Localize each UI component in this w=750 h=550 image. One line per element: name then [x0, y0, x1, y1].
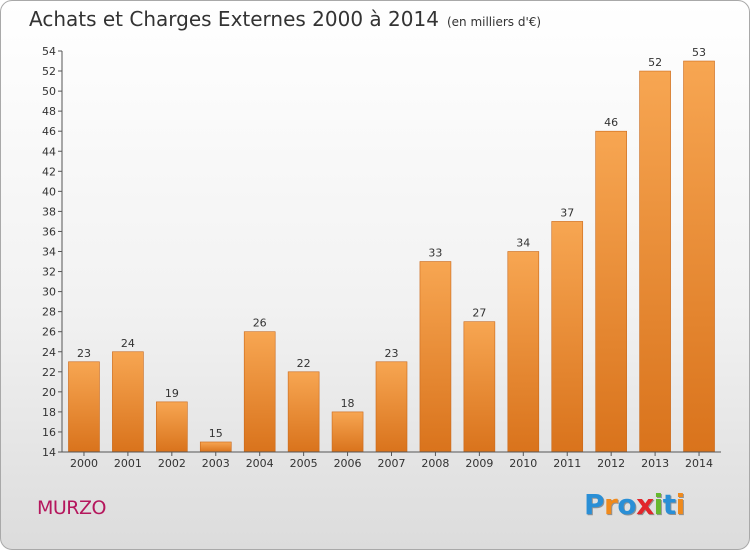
bar: [463, 321, 496, 453]
logo-letter: x: [636, 488, 654, 521]
data-label: 27: [472, 307, 486, 320]
x-tick-label: 2005: [290, 457, 318, 470]
x-tick-label: 2011: [553, 457, 581, 470]
data-label: 26: [253, 317, 267, 330]
bar: [375, 361, 408, 453]
y-tick-label: 34: [42, 246, 56, 259]
x-tick-label: 2002: [158, 457, 186, 470]
logo-letter: r: [604, 488, 618, 521]
x-tick-label: 2004: [246, 457, 274, 470]
data-label: 23: [77, 347, 91, 360]
commune-name: MURZO: [37, 497, 106, 519]
bar: [507, 251, 540, 453]
y-tick-label: 50: [42, 85, 56, 98]
bar: [156, 401, 188, 453]
y-tick-label: 16: [42, 426, 56, 439]
y-tick-label: 44: [42, 145, 56, 158]
logo-letter: P: [584, 488, 605, 521]
bar: [112, 351, 144, 453]
y-tick-label: 14: [42, 446, 56, 459]
bar: [639, 70, 671, 453]
y-tick-label: 42: [42, 165, 56, 178]
x-tick-label: 2009: [465, 457, 493, 470]
data-label: 15: [209, 427, 223, 440]
y-tick-label: 30: [42, 286, 56, 299]
bar: [287, 371, 320, 453]
x-tick-label: 2007: [378, 457, 406, 470]
x-tick-label: 2013: [641, 457, 669, 470]
x-tick-label: 2003: [202, 457, 230, 470]
y-tick-label: 18: [42, 406, 56, 419]
data-label: 37: [560, 206, 574, 219]
bar: [419, 261, 452, 453]
data-label: 19: [165, 387, 179, 400]
bar: [199, 441, 232, 453]
chart-subtitle: (en milliers d'€): [446, 15, 542, 29]
data-label: 33: [428, 247, 442, 260]
logo-letter: i: [675, 488, 686, 521]
x-tick-label: 2006: [334, 457, 362, 470]
y-tick-label: 38: [42, 205, 56, 218]
bar: [595, 130, 627, 453]
bar: [331, 411, 364, 453]
bar: [683, 60, 715, 453]
data-label: 53: [692, 46, 706, 59]
data-label: 52: [648, 56, 662, 69]
y-tick-label: 22: [42, 366, 56, 379]
data-label: 23: [385, 347, 399, 360]
bar: [68, 361, 100, 453]
y-tick-label: 52: [42, 65, 56, 78]
y-tick-label: 24: [42, 346, 56, 359]
title-text: Achats et Charges Externes 2000 à 2014: [29, 7, 439, 31]
x-tick-label: 2010: [509, 457, 537, 470]
x-tick-label: 2012: [597, 457, 625, 470]
bar: [243, 331, 276, 453]
x-tick-label: 2000: [70, 457, 98, 470]
y-tick-label: 46: [42, 125, 56, 138]
data-label: 22: [297, 357, 311, 370]
y-tick-label: 28: [42, 306, 56, 319]
y-tick-label: 36: [42, 225, 56, 238]
y-tick-label: 20: [42, 386, 56, 399]
data-label: 46: [604, 116, 618, 129]
y-tick-label: 32: [42, 266, 56, 279]
proxiti-logo: Proxiti: [584, 488, 685, 521]
bar: [551, 221, 584, 453]
data-label: 18: [341, 397, 355, 410]
x-tick-label: 2008: [421, 457, 449, 470]
x-tick-label: 2014: [685, 457, 713, 470]
x-tick-label: 2001: [114, 457, 142, 470]
y-tick-label: 26: [42, 326, 56, 339]
y-tick-label: 48: [42, 105, 56, 118]
data-label: 24: [121, 337, 135, 350]
chart-title: Achats et Charges Externes 2000 à 2014 (e…: [29, 7, 541, 31]
logo-letter: o: [617, 488, 637, 521]
logo-letter: t: [662, 488, 676, 521]
logo-letter: i: [653, 488, 664, 521]
y-tick-label: 40: [42, 185, 56, 198]
data-label: 34: [516, 237, 530, 250]
y-tick-label: 54: [42, 45, 56, 58]
